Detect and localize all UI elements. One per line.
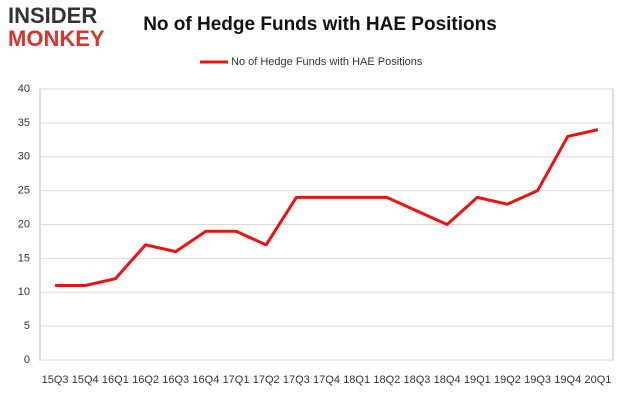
y-tick-label: 35 [18,117,30,129]
x-tick-label: 17Q4 [313,374,340,386]
y-tick-label: 30 [18,151,30,163]
y-tick-label: 15 [18,252,30,264]
y-tick-label: 40 [18,83,30,95]
x-tick-label: 15Q3 [42,374,69,386]
x-tick-label: 16Q3 [162,374,189,386]
x-tick-label: 18Q3 [404,374,431,386]
x-tick-label: 15Q4 [72,374,99,386]
logo-top: INSIDER [8,3,97,28]
y-tick-label: 0 [24,354,30,366]
x-tick-label: 18Q1 [343,374,370,386]
data-line [55,128,599,287]
y-tick-label: 5 [24,320,30,332]
x-tick-label: 17Q1 [223,374,250,386]
x-tick-label: 19Q2 [494,374,521,386]
y-tick-label: 25 [18,185,30,197]
x-tick-label: 18Q4 [434,374,461,386]
x-tick-label: 19Q1 [464,374,491,386]
y-tick-label: 10 [18,286,30,298]
logo-bottom: MONKEY [8,26,105,51]
x-tick-label: 16Q4 [192,374,219,386]
chart-title: No of Hedge Funds with HAE Positions [143,14,497,35]
x-tick-label: 16Q1 [102,374,129,386]
x-tick-label: 19Q4 [554,374,581,386]
x-tick-label: 20Q1 [584,374,611,386]
legend-label: No of Hedge Funds with HAE Positions [231,56,423,68]
x-tick-label: 18Q2 [373,374,400,386]
x-tick-label: 19Q3 [524,374,551,386]
x-tick-label: 17Q2 [253,374,280,386]
y-tick-label: 20 [18,218,30,230]
x-tick-label: 16Q2 [132,374,159,386]
x-tick-label: 17Q3 [283,374,310,386]
